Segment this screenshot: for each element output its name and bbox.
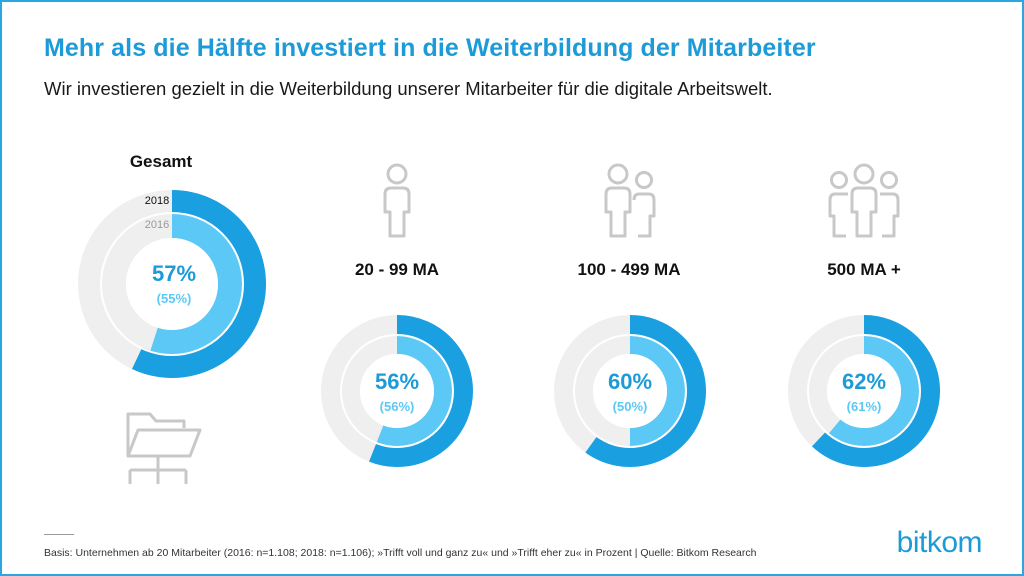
footnote: Basis: Unternehmen ab 20 Mitarbeiter (20… <box>44 547 757 559</box>
bitkom-logo: bitkom <box>896 526 983 559</box>
donut-2018-500 <box>811 315 940 467</box>
donut-inner-edge-500 <box>827 354 901 428</box>
donut-separator-gesamt <box>100 212 244 356</box>
value-2016-500: (61%) <box>846 399 882 414</box>
value-2016-100-499: (50%) <box>612 399 648 414</box>
donut-2018-100-499 <box>585 315 706 467</box>
value-2016-20-99: (56%) <box>379 399 415 414</box>
donut-inner-edge-100-499 <box>593 354 667 428</box>
donut-2016-500 <box>828 336 919 446</box>
group-label-gesamt: Gesamt <box>129 152 193 171</box>
donut-2018-gesamt <box>132 190 266 378</box>
donut-2016-gesamt <box>150 214 242 354</box>
two-persons-icon <box>604 163 656 238</box>
group-label-20-99: 20 - 99 MA <box>354 260 440 279</box>
value-2018-gesamt: 57% <box>151 261 197 286</box>
legend-2016: 2016 <box>144 219 170 231</box>
footnote-divider <box>44 534 74 535</box>
donut-2016-100-499 <box>629 336 685 446</box>
donut-separator-100-499 <box>573 334 687 448</box>
legend-2018: 2018 <box>144 195 170 207</box>
value-2018-20-99: 56% <box>374 369 420 394</box>
folder-network-icon <box>126 412 202 484</box>
donut-separator-500 <box>807 334 921 448</box>
three-persons-icon <box>828 163 900 238</box>
donut-2018-20-99 <box>369 315 473 467</box>
value-2018-500: 62% <box>841 369 887 394</box>
group-label-500: 500 MA + <box>827 260 901 279</box>
donut-2016-20-99 <box>376 336 452 446</box>
chart-title: Mehr als die Hälfte investiert in die We… <box>44 34 816 62</box>
donut-inner-edge-gesamt <box>126 238 218 330</box>
donut-separator-20-99 <box>340 334 454 448</box>
chart-subtitle: Wir investieren gezielt in die Weiterbil… <box>44 78 773 99</box>
donut-inner-edge-20-99 <box>360 354 434 428</box>
person-icon <box>383 163 411 238</box>
group-label-100-499: 100 - 499 MA <box>577 260 681 279</box>
value-2016-gesamt: (55%) <box>156 291 192 306</box>
value-2018-100-499: 60% <box>607 369 653 394</box>
